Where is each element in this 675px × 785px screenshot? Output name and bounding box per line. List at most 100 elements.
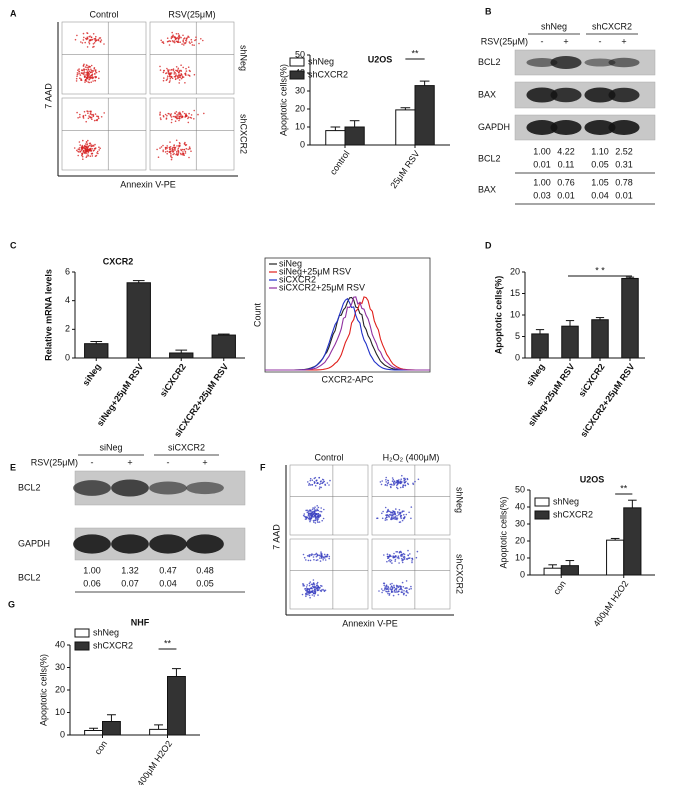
event-dot [318, 586, 320, 589]
event-dot [81, 153, 84, 156]
band-label: GAPDH [478, 122, 510, 132]
event-dot [179, 117, 181, 119]
event-dot [76, 111, 78, 114]
quant-value: 4.22 [557, 146, 575, 156]
quant-value: 2.52 [615, 146, 633, 156]
event-dot [309, 513, 311, 515]
event-dot [393, 516, 396, 519]
event-dot [395, 517, 397, 519]
event-dot [318, 521, 321, 523]
event-dot [92, 43, 95, 45]
legend-label: shCXCR2 [308, 69, 348, 79]
event-dot [320, 589, 323, 591]
event-dot [178, 36, 181, 38]
event-dot [190, 114, 193, 116]
blot-band [149, 481, 187, 495]
event-dot [308, 516, 311, 518]
event-dot [169, 146, 172, 148]
event-dot [162, 71, 165, 74]
event-dot [323, 589, 325, 592]
legend-swatch [534, 510, 550, 520]
event-dot [313, 595, 316, 597]
event-dot [314, 484, 317, 487]
event-dot [78, 71, 80, 73]
event-dot [98, 149, 100, 151]
event-dot [393, 552, 395, 555]
blot-band [111, 479, 149, 497]
event-dot [319, 510, 321, 513]
event-dot [82, 32, 85, 35]
event-dot [198, 42, 200, 45]
event-dot [81, 69, 83, 71]
event-dot [306, 555, 309, 557]
event-dot [175, 73, 177, 75]
bar [84, 730, 103, 736]
event-dot [403, 517, 406, 519]
event-dot [87, 71, 89, 74]
event-dot [385, 481, 388, 483]
event-dot [385, 590, 387, 593]
event-dot [380, 588, 383, 590]
event-dot [180, 70, 183, 72]
event-dot [75, 77, 78, 80]
event-dot [174, 112, 176, 115]
event-dot [190, 150, 192, 152]
event-dot [381, 591, 383, 594]
event-dot [159, 147, 161, 149]
event-dot [89, 71, 92, 74]
event-dot [172, 115, 175, 118]
event-dot [76, 149, 78, 152]
event-dot [197, 113, 199, 116]
event-dot [94, 39, 97, 42]
event-dot [88, 65, 91, 68]
event-dot [411, 558, 414, 560]
event-dot [313, 583, 316, 585]
panel-label: E [10, 462, 16, 472]
blot-band [550, 56, 582, 69]
event-dot [187, 66, 190, 68]
sign: - [599, 36, 602, 46]
sign: - [167, 457, 170, 467]
event-dot [88, 36, 90, 38]
event-dot [308, 582, 311, 585]
quant-value: 1.05 [591, 177, 609, 187]
flow-row-label: shCXCR2 [239, 114, 249, 154]
event-dot [387, 479, 389, 482]
quant-value: 1.32 [121, 565, 139, 575]
event-dot [326, 554, 329, 556]
event-dot [394, 482, 397, 484]
x-tick-label: control [328, 149, 352, 177]
event-dot [403, 481, 406, 484]
event-dot [95, 69, 97, 71]
event-dot [93, 67, 96, 69]
event-dot [177, 67, 180, 70]
quant-value: 0.05 [196, 578, 214, 588]
event-dot [312, 507, 314, 509]
event-dot [80, 41, 82, 43]
event-dot [174, 37, 176, 39]
event-dot [401, 555, 403, 558]
event-dot [325, 555, 327, 558]
event-dot [383, 554, 385, 556]
quant-value: 0.01 [533, 159, 551, 169]
event-dot [185, 37, 188, 40]
x-tick-label: siCXCR2 [577, 362, 607, 399]
y-tick-label: 5 [515, 331, 520, 341]
event-dot [400, 586, 402, 588]
event-dot [393, 584, 395, 587]
event-dot [390, 518, 392, 521]
event-dot [94, 147, 97, 149]
event-dot [395, 588, 397, 590]
event-dot [157, 156, 160, 158]
event-dot [316, 508, 318, 511]
event-dot [382, 510, 384, 513]
event-dot [320, 553, 323, 556]
event-dot [86, 46, 89, 48]
event-dot [182, 40, 184, 43]
event-dot [322, 517, 325, 520]
event-dot [309, 596, 311, 599]
event-dot [392, 556, 395, 559]
event-dot [184, 73, 187, 76]
event-dot [166, 152, 168, 155]
event-dot [317, 594, 319, 596]
